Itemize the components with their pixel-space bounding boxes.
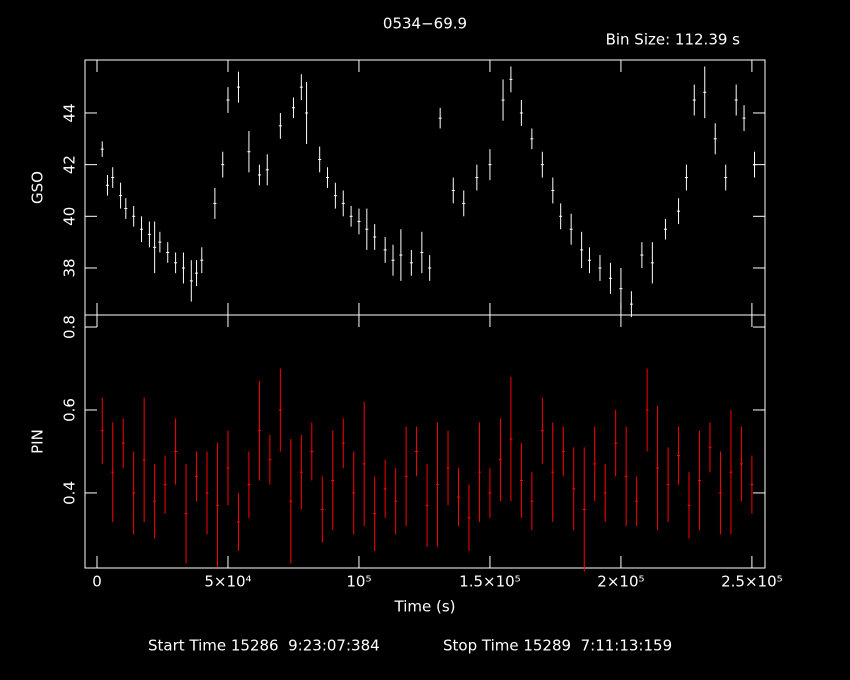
y-tick-label: 0.4 <box>61 481 79 505</box>
y-tick-label: 0.8 <box>61 315 79 339</box>
y-tick-label: 0.6 <box>61 398 79 422</box>
x-tick-label: 1.5×10⁵ <box>459 573 521 591</box>
x-tick-label: 5×10⁴ <box>204 573 251 591</box>
y-tick-label: 42 <box>61 155 79 174</box>
stop-time: Stop Time 15289 7:11:13:159 <box>443 637 672 655</box>
top-frame <box>84 59 766 316</box>
x-tick-label: 10⁵ <box>346 573 371 591</box>
bin-size: Bin Size: 112.39 s <box>606 31 741 49</box>
y-axis-label: PIN <box>29 429 47 454</box>
x-tick-label: 2×10⁵ <box>597 573 644 591</box>
chart-title: 0534−69.9 <box>383 15 467 33</box>
y-tick-label: 44 <box>61 103 79 122</box>
y-tick-label: 40 <box>61 207 79 226</box>
x-axis-label: Time (s) <box>394 598 456 616</box>
start-time: Start Time 15286 9:23:07:384 <box>148 637 380 655</box>
bottom-frame <box>84 314 766 569</box>
y-tick-label: 38 <box>61 258 79 277</box>
x-tick-label: 0 <box>92 573 102 591</box>
y-axis-label: GSO <box>29 171 47 204</box>
x-tick-label: 2.5×10⁵ <box>721 573 783 591</box>
